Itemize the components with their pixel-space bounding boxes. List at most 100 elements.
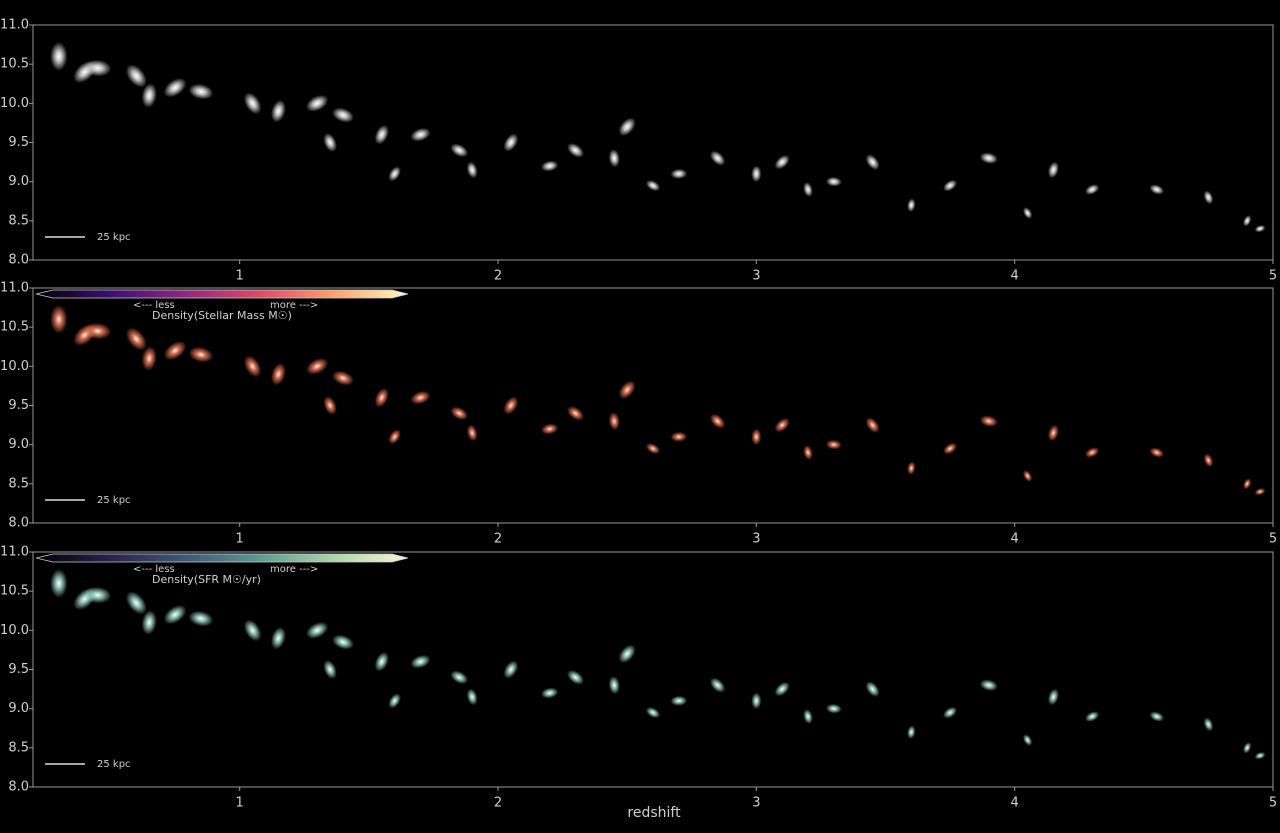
galaxy bbox=[141, 83, 157, 108]
galaxy bbox=[271, 99, 286, 123]
x-tick-label: 3 bbox=[752, 532, 760, 547]
x-tick-label: 4 bbox=[1011, 796, 1019, 811]
galaxy bbox=[388, 429, 401, 445]
y-tick-label: 8.5 bbox=[8, 740, 29, 755]
galaxy bbox=[608, 676, 620, 695]
galaxy bbox=[271, 362, 286, 386]
scale-bar-label: 25 kpc bbox=[97, 759, 131, 770]
galaxy bbox=[323, 396, 337, 415]
galaxy bbox=[50, 304, 68, 334]
galaxy bbox=[188, 346, 214, 363]
y-tick-label: 11.0 bbox=[0, 545, 29, 560]
galaxy bbox=[540, 160, 559, 172]
galaxy bbox=[540, 423, 559, 435]
x-tick-label: 1 bbox=[236, 532, 244, 547]
y-tick-label: 8.0 bbox=[8, 780, 29, 795]
galaxy bbox=[332, 370, 354, 386]
x-tick-label: 5 bbox=[1269, 269, 1277, 284]
galaxy bbox=[1254, 488, 1266, 496]
galaxy bbox=[709, 677, 726, 693]
galaxy bbox=[608, 149, 620, 168]
galaxy bbox=[618, 644, 636, 664]
colorbar-label: Density(SFR M☉/yr) bbox=[152, 573, 261, 586]
galaxy bbox=[163, 340, 187, 361]
galaxy bbox=[1085, 711, 1100, 722]
galaxy bbox=[1203, 453, 1214, 468]
galaxy bbox=[141, 610, 157, 635]
galaxy bbox=[803, 709, 813, 724]
galaxy bbox=[645, 180, 661, 192]
galaxy bbox=[374, 124, 389, 145]
galaxy bbox=[50, 41, 68, 71]
y-tick-label: 10.5 bbox=[0, 584, 29, 599]
galaxy bbox=[670, 431, 688, 442]
galaxy bbox=[332, 107, 354, 123]
galaxy bbox=[865, 417, 880, 433]
galaxy bbox=[907, 461, 916, 475]
galaxy bbox=[410, 390, 431, 405]
x-tick-label: 2 bbox=[494, 796, 502, 811]
galaxy bbox=[305, 357, 329, 375]
galaxy bbox=[466, 688, 478, 706]
galaxy bbox=[825, 439, 842, 450]
galaxy bbox=[374, 651, 389, 672]
galaxy bbox=[979, 679, 998, 691]
galaxy bbox=[1047, 424, 1059, 442]
galaxy bbox=[774, 681, 790, 697]
scale-bar-label: 25 kpc bbox=[97, 232, 131, 243]
galaxy bbox=[709, 413, 726, 429]
galaxy bbox=[125, 591, 147, 615]
galaxy bbox=[1022, 470, 1033, 482]
galaxy bbox=[388, 166, 401, 182]
scale-bar-label: 25 kpc bbox=[97, 495, 131, 506]
y-tick-label: 10.0 bbox=[0, 96, 29, 111]
galaxy bbox=[503, 396, 519, 415]
y-tick-label: 8.5 bbox=[8, 213, 29, 228]
galaxy bbox=[323, 133, 337, 152]
galaxy bbox=[388, 693, 401, 709]
galaxy bbox=[1047, 161, 1059, 179]
colorbar bbox=[35, 289, 409, 299]
galaxy bbox=[803, 445, 813, 460]
colorbar bbox=[35, 553, 409, 563]
galaxy bbox=[1149, 184, 1165, 195]
x-tick-label: 4 bbox=[1011, 269, 1019, 284]
galaxy bbox=[1022, 207, 1033, 219]
galaxy bbox=[618, 380, 636, 400]
galaxy bbox=[567, 670, 584, 685]
galaxy bbox=[503, 133, 519, 152]
galaxy bbox=[670, 168, 688, 179]
y-tick-label: 9.5 bbox=[8, 662, 29, 677]
y-tick-label: 9.0 bbox=[8, 701, 29, 716]
galaxy bbox=[618, 117, 636, 137]
x-tick-label: 1 bbox=[236, 269, 244, 284]
x-tick-label: 2 bbox=[494, 269, 502, 284]
galaxy bbox=[271, 626, 286, 650]
galaxy bbox=[374, 387, 389, 408]
galaxy bbox=[865, 154, 880, 170]
galaxy bbox=[466, 161, 478, 179]
galaxy bbox=[163, 77, 187, 98]
galaxy bbox=[163, 604, 187, 625]
galaxy bbox=[540, 687, 559, 699]
y-tick-label: 10.0 bbox=[0, 359, 29, 374]
galaxy bbox=[323, 660, 337, 679]
x-tick-label: 5 bbox=[1269, 796, 1277, 811]
galaxy bbox=[1149, 711, 1165, 722]
galaxy bbox=[503, 660, 519, 679]
x-axis-label: redshift bbox=[627, 805, 681, 821]
colorbar-less: <--- less bbox=[133, 564, 175, 575]
galaxy bbox=[83, 322, 112, 340]
x-tick-label: 4 bbox=[1011, 532, 1019, 547]
y-tick-label: 10.5 bbox=[0, 57, 29, 72]
galaxy bbox=[243, 92, 262, 115]
galaxy bbox=[825, 703, 842, 714]
galaxy bbox=[751, 428, 762, 446]
galaxy bbox=[774, 154, 790, 170]
x-tick-label: 1 bbox=[236, 796, 244, 811]
galaxy bbox=[709, 150, 726, 166]
galaxy bbox=[567, 406, 584, 421]
galaxy bbox=[83, 586, 112, 604]
